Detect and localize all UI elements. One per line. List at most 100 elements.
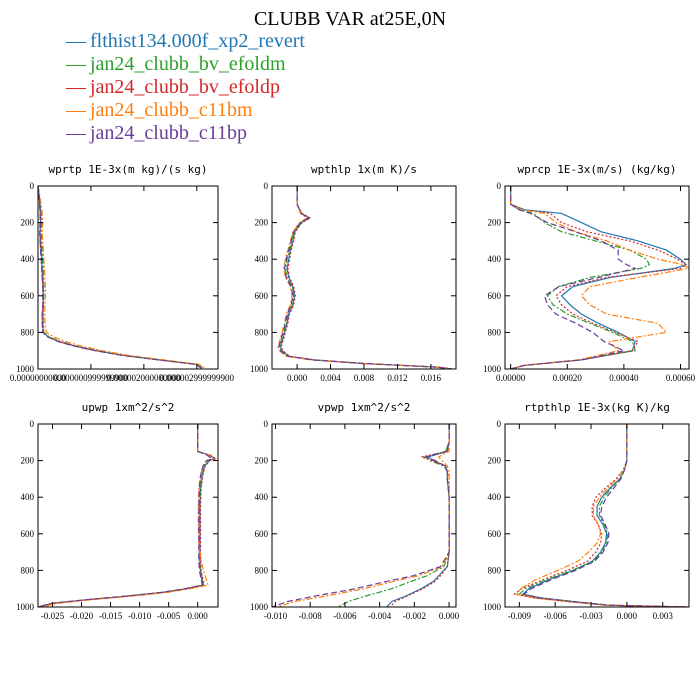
y-tick-label: 1000 [16,364,35,374]
x-tick-label: 0.000002000000000 [107,373,182,383]
series-line [38,186,206,369]
x-tick-label: -0.004 [368,611,392,621]
y-tick-label: 400 [255,492,269,502]
y-tick-label: 400 [488,254,502,264]
y-tick-label: 800 [488,327,502,337]
y-tick-label: 200 [21,218,35,228]
panel-title: vpwp 1xm^2/s^2 [318,401,411,414]
y-tick-label: 600 [21,291,35,301]
series-line [279,186,452,369]
y-tick-label: 0 [30,419,35,429]
series-line [38,424,218,607]
legend-label: jan24_clubb_bv_efoldm [90,53,286,75]
legend-swatch: — [66,76,86,98]
series-line [41,424,215,607]
series-line [280,186,453,369]
y-tick-label: 200 [488,456,502,466]
x-tick-label: 0.00000000000 [10,373,67,383]
legend-item: — jan24_clubb_c11bm [66,99,305,122]
y-tick-label: 1000 [483,602,502,612]
x-tick-label: 0.000 [287,373,308,383]
y-tick-label: 800 [488,565,502,575]
x-tick-label: 0.000 [439,611,460,621]
legend-swatch: — [66,53,86,75]
x-tick-label: 0.000 [188,611,209,621]
y-tick-label: 800 [255,327,269,337]
y-tick-label: 0 [497,181,502,191]
y-tick-label: 600 [488,529,502,539]
legend-item: — jan24_clubb_bv_efoldp [66,76,305,99]
plot-frame [271,185,457,370]
x-tick-label: -0.005 [157,611,181,621]
panel-title: wprcp 1E-3x(m/s) (kg/kg) [518,163,677,176]
legend-item: — jan24_clubb_bv_efoldm [66,53,305,76]
y-tick-label: 600 [255,529,269,539]
y-tick-label: 200 [21,456,35,466]
series-line [518,424,687,607]
series-line [277,424,450,607]
x-tick-label: -0.010 [128,611,152,621]
x-tick-label: -0.003 [579,611,603,621]
x-tick-label: -0.025 [41,611,65,621]
x-tick-label: -0.006 [333,611,357,621]
x-tick-label: 0.000000999999900 [54,373,129,383]
x-tick-label: -0.010 [264,611,288,621]
legend-label: flthist134.000f_xp2_revert [90,30,305,52]
x-tick-label: 0.008 [354,373,375,383]
series-line [38,424,217,607]
x-tick-label: -0.006 [544,611,568,621]
panel-1: wprtp 1E-3x(m kg)/(s kg) 0 200 400 600 800 100… [10,163,235,383]
y-tick-label: 800 [21,565,35,575]
y-tick-label: 0 [264,419,269,429]
y-tick-label: 0 [30,181,35,191]
x-tick-label: -0.009 [508,611,532,621]
legend: — flthist134.000f_xp2_revert — jan24_clubb_… [66,30,305,145]
x-tick-label: 0.003 [653,611,674,621]
series-line [515,424,687,607]
panel-6: rtpthlp 1E-3x(kg K)/kg02004006008001000-… [483,401,690,621]
x-tick-label: -0.002 [403,611,426,621]
y-tick-label: 1000 [250,602,269,612]
legend-item: — jan24_clubb_c11bp [66,122,305,145]
panel-title: upwp 1xm^2/s^2 [82,401,175,414]
legend-swatch: — [66,30,86,52]
y-tick-label: 0 [264,181,269,191]
x-tick-label: 0.016 [421,373,442,383]
series-line [510,186,688,369]
series-line [510,186,689,369]
plot-frame [504,423,690,608]
y-tick-label: 1000 [483,364,502,374]
x-tick-label: -0.008 [299,611,323,621]
series-line [278,186,452,369]
legend-swatch: — [66,122,86,144]
y-tick-label: 200 [255,218,269,228]
y-tick-label: 200 [488,218,502,228]
panel-4: upwp 1xm^2/s^2 0 200 400 600 800 1000 -0.025 -0.… [16,401,219,621]
legend-item: — flthist134.000f_xp2_revert [66,30,305,53]
panel-title: rtpthlp 1E-3x(kg K)/kg [524,401,670,414]
series-line [510,186,651,369]
legend-swatch: — [66,99,86,121]
series-line [510,186,638,369]
series-line [38,424,214,607]
series-line [277,186,450,369]
series-line [272,424,450,607]
series-line [389,424,450,607]
y-tick-label: 600 [255,291,269,301]
plot-frame [37,185,219,370]
x-tick-label: 0.012 [387,373,407,383]
y-tick-label: 800 [21,327,35,337]
y-tick-label: 600 [488,291,502,301]
x-tick-label: -0.020 [70,611,94,621]
series-line [38,424,216,607]
y-tick-label: 200 [255,456,269,466]
x-tick-label: 0.004 [320,373,341,383]
panel-5: vpwp 1xm^2/s^2 0 200 400 600 800 1000-0.010 -0.… [250,401,460,621]
x-tick-label: 0.00000 [496,373,526,383]
legend-label: jan24_clubb_bv_efoldp [90,76,280,98]
y-tick-label: 400 [21,254,35,264]
x-tick-label: 0.00020 [553,373,583,383]
legend-label: jan24_clubb_c11bm [90,99,253,121]
legend-label: jan24_clubb_c11bp [90,122,248,144]
